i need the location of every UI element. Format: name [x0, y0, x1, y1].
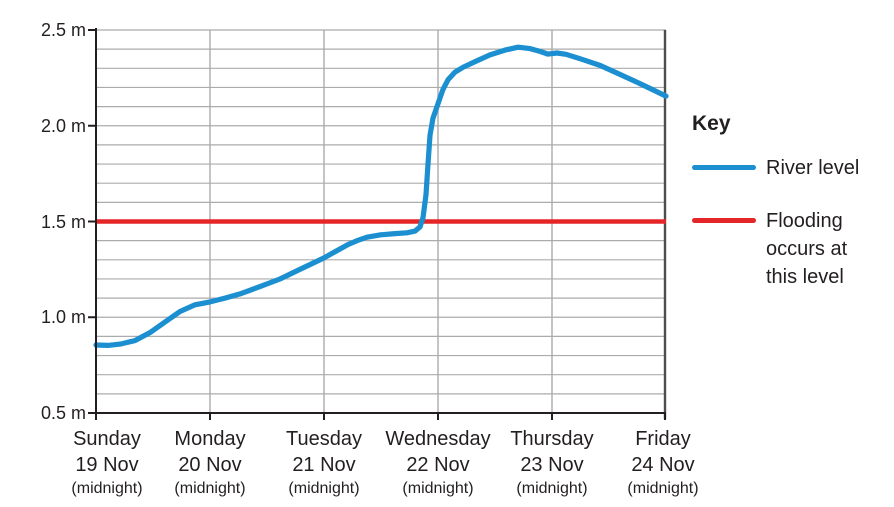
x-axis-label-day: Thursday [510, 428, 594, 450]
x-axis-label-sunday: Sunday 19 Nov (midnight) [47, 426, 167, 499]
key-entry-flooding-level: Flooding occurs at this level [692, 207, 859, 291]
x-axis-label-date: 23 Nov [520, 454, 584, 476]
x-axis-label-friday: Friday 24 Nov (midnight) [603, 426, 723, 499]
chart-key: Key River level Flooding occurs at this … [692, 112, 859, 291]
river-level-swatch [692, 165, 756, 170]
river-level-line [93, 44, 669, 348]
x-axis-label-date: 22 Nov [406, 454, 470, 476]
y-axis-label-0.5m: 0.5 m [40, 403, 86, 423]
x-axis-label-day: Monday [174, 428, 246, 450]
x-axis-label-tuesday: Tuesday 21 Nov (midnight) [264, 426, 384, 499]
x-axis-label-note: (midnight) [71, 480, 143, 497]
key-entry-river-level-label: River level [766, 157, 860, 179]
key-entry-flooding-level-label: Flooding occurs at this level [766, 210, 848, 288]
x-axis-label-day: Sunday [73, 428, 141, 450]
x-axis-label-date: 19 Nov [75, 454, 139, 476]
y-axis-label-1.0m: 1.0 m [40, 307, 86, 328]
x-axis-label-day: Friday [635, 428, 691, 450]
x-axis-label-day: Tuesday [286, 428, 362, 450]
y-axis-label-1.5m: 1.5 m [40, 211, 86, 232]
x-axis-label-date: 24 Nov [631, 454, 695, 476]
x-axis-label-note: (midnight) [402, 480, 474, 497]
x-axis-label-wednesday: Wednesday 22 Nov (midnight) [378, 426, 498, 499]
x-axis-label-date: 21 Nov [292, 454, 356, 476]
key-entry-river-level: River level [692, 154, 859, 182]
x-axis-label-note: (midnight) [174, 480, 246, 497]
key-title: Key [692, 112, 731, 135]
y-axis-label-2.5m: 2.5 m [40, 20, 86, 40]
x-axis-label-note: (midnight) [516, 480, 588, 497]
x-axis-label-date: 20 Nov [178, 454, 242, 476]
x-axis-label-note: (midnight) [627, 480, 699, 497]
x-axis-label-monday: Monday 20 Nov (midnight) [150, 426, 270, 499]
x-axis-label-day: Wednesday [385, 428, 491, 450]
x-axis-label-thursday: Thursday 23 Nov (midnight) [492, 426, 612, 499]
flooding-level-swatch [692, 218, 756, 223]
x-axis-label-note: (midnight) [288, 480, 360, 497]
y-axis-label-2.0m: 2.0 m [40, 115, 86, 136]
